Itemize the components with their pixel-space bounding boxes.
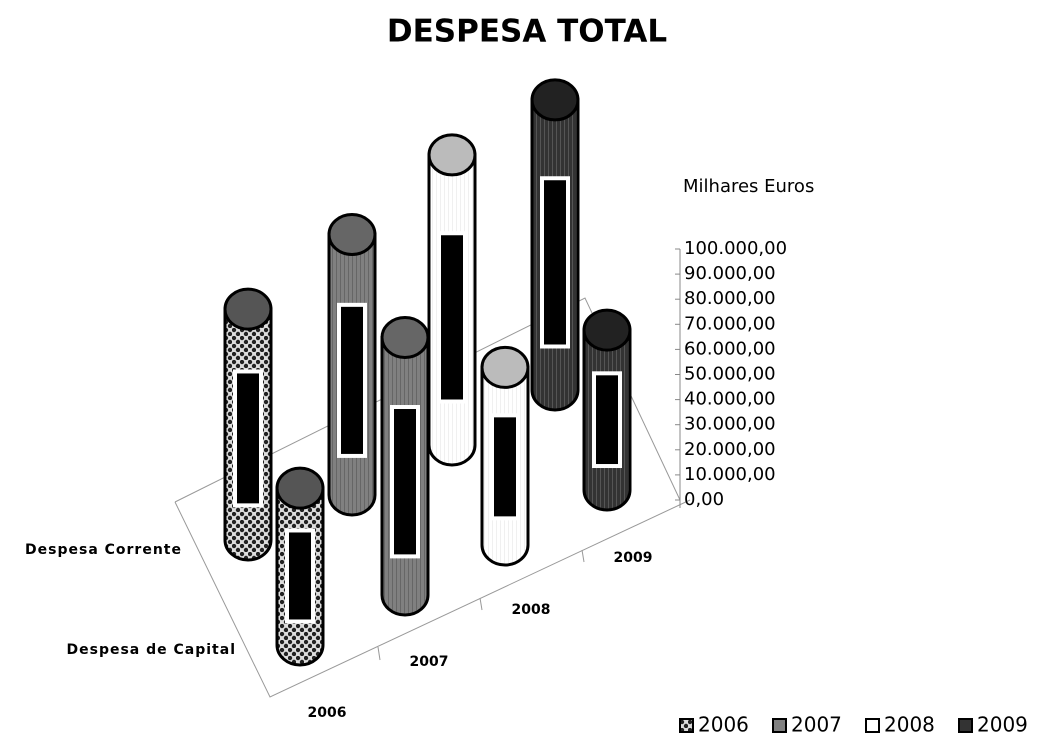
- cylinder-top: [327, 213, 377, 257]
- label-box: [233, 369, 263, 508]
- y-tick-label: 80.000,00: [684, 288, 776, 309]
- cylinder-top: [275, 466, 325, 510]
- y-axis-label: Milhares Euros: [683, 176, 814, 197]
- series-axis-label: 2009: [614, 550, 653, 566]
- label-box: [337, 302, 367, 458]
- y-tick-label: 50.000,00: [684, 364, 776, 385]
- legend-swatch: [679, 718, 694, 733]
- y-tick-label: 10.000,00: [684, 464, 776, 485]
- cylinder-top: [480, 345, 530, 389]
- series-axis-label: 2007: [410, 654, 449, 670]
- cylinder: [530, 78, 580, 412]
- label-box: [285, 528, 315, 624]
- cylinder: [582, 308, 632, 512]
- y-tick-label: 20.000,00: [684, 439, 776, 460]
- cylinder-top: [427, 133, 477, 177]
- legend-label: 2009: [977, 713, 1028, 737]
- y-tick-label: 60.000,00: [684, 338, 776, 359]
- category-label: Despesa Corrente: [25, 542, 182, 558]
- category-label: Despesa de Capital: [67, 642, 237, 658]
- legend-label: 2007: [791, 713, 842, 737]
- floor: [174, 297, 691, 698]
- cylinder: [427, 133, 477, 467]
- y-tick-label: 90.000,00: [684, 263, 776, 284]
- legend-label: 2008: [884, 713, 935, 737]
- series-axis-label: 2008: [512, 602, 551, 618]
- label-box: [490, 413, 520, 521]
- legend-swatch: [772, 718, 787, 733]
- y-tick-label: 30.000,00: [684, 414, 776, 435]
- legend-swatch: [865, 718, 880, 733]
- legend-label: 2006: [698, 713, 749, 737]
- label-box: [437, 231, 467, 404]
- y-tick-label: 100.000,00: [684, 238, 787, 259]
- cylinder: [327, 213, 377, 517]
- y-tick-label: 0,00: [684, 489, 724, 510]
- cylinder: [275, 466, 325, 667]
- legend-swatch: [958, 718, 973, 733]
- cylinder-top: [380, 315, 430, 359]
- label-box: [540, 176, 570, 349]
- cylinder-top: [223, 287, 273, 331]
- y-tick-label: 40.000,00: [684, 389, 776, 410]
- cylinder: [480, 345, 530, 567]
- label-box: [592, 371, 622, 469]
- cylinder-top: [530, 78, 580, 122]
- cylinder: [380, 315, 430, 617]
- series-axis-label: 2006: [308, 705, 347, 721]
- y-tick-label: 70.000,00: [684, 313, 776, 334]
- cylinder: [223, 287, 273, 562]
- chart-title: DESPESA TOTAL: [387, 14, 667, 50]
- label-box: [390, 405, 420, 559]
- cylinder-top: [582, 308, 632, 352]
